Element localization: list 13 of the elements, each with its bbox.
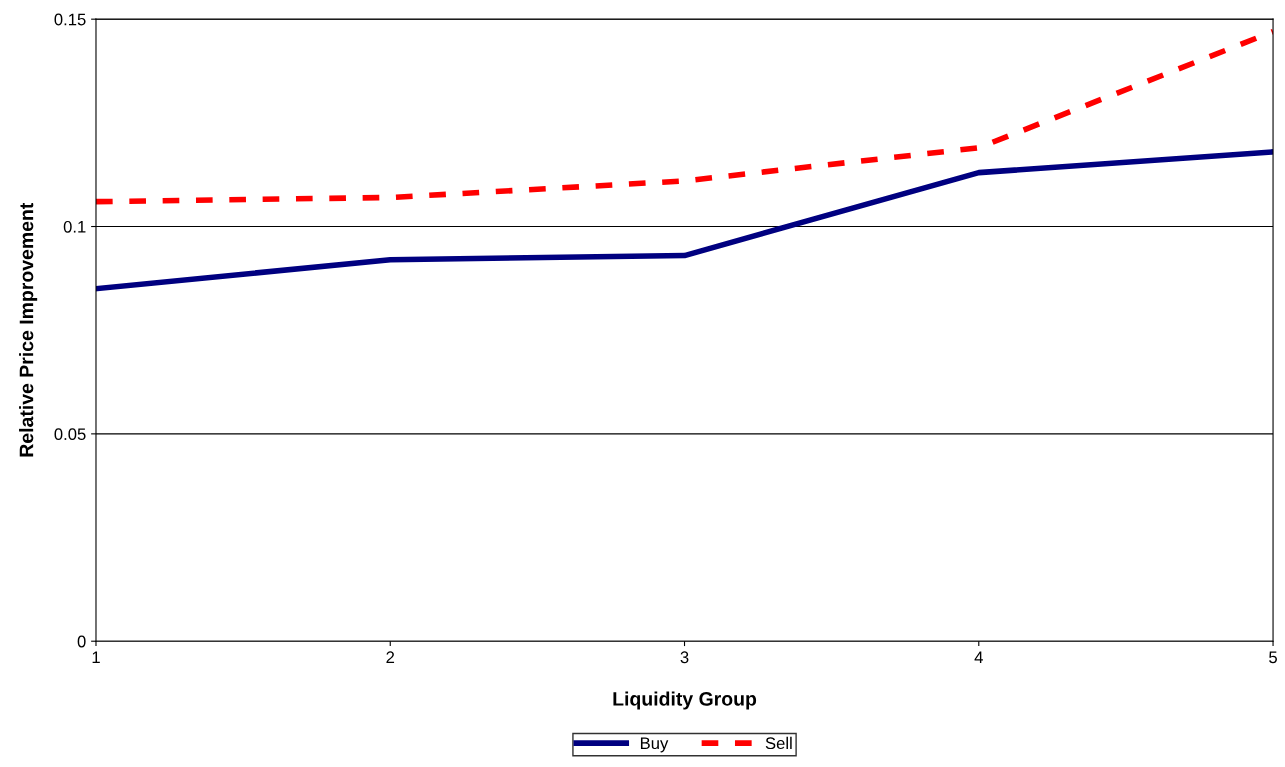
x-axis-title: Liquidity Group xyxy=(613,691,757,710)
x-tick-label: 4 xyxy=(974,651,983,664)
legend-label: Sell xyxy=(765,736,792,750)
x-tick-label: 1 xyxy=(92,651,100,664)
x-tick-label: 5 xyxy=(1269,651,1277,664)
y-axis-title: Relative Price Improvement xyxy=(19,202,38,457)
y-tick-label: 0 xyxy=(77,635,86,648)
x-tick-label: 3 xyxy=(680,651,689,664)
y-tick-label: 0.15 xyxy=(54,13,86,26)
x-tick-label: 2 xyxy=(386,651,395,664)
y-tick-label: 0.05 xyxy=(54,428,86,441)
y-tick-label: 0.1 xyxy=(63,220,86,233)
legend-label: Buy xyxy=(640,737,669,753)
